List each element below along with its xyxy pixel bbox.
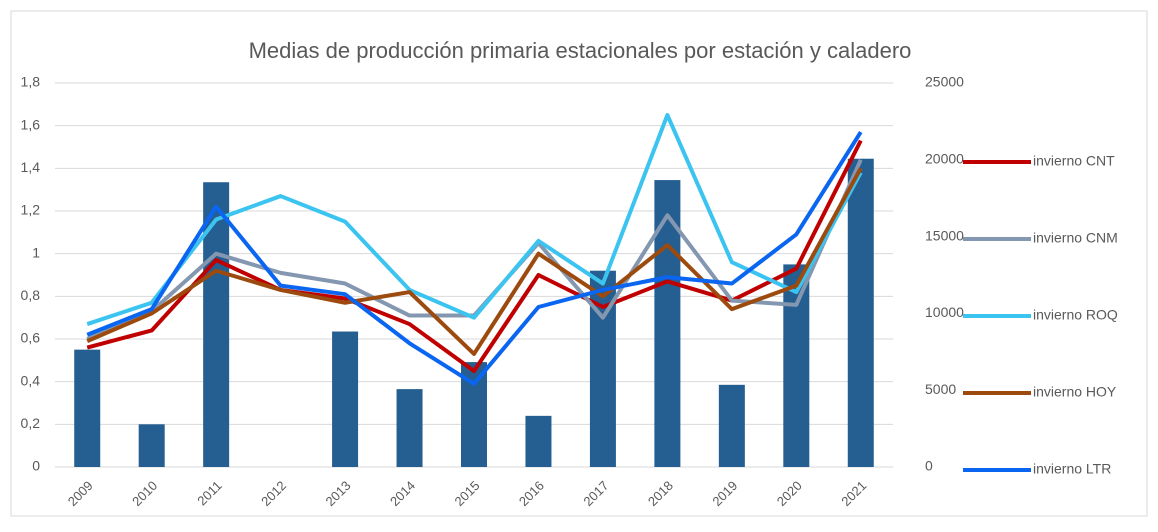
y2-tick-label: 5000 — [925, 381, 956, 397]
y-tick-label: 0,2 — [21, 415, 41, 431]
y-tick-label: 0 — [32, 458, 40, 474]
y-tick-label: 0,8 — [21, 287, 41, 303]
legend-label: invierno CNM — [1033, 230, 1118, 246]
bar — [783, 264, 810, 467]
y-tick-label: 1,4 — [21, 159, 41, 175]
line — [86, 167, 863, 356]
bar — [396, 389, 423, 467]
y2-tick-label: 20000 — [925, 151, 964, 167]
bar — [332, 331, 359, 467]
y-tick-label: 1,2 — [21, 202, 41, 218]
line — [86, 131, 863, 386]
y-tick-label: 0,4 — [21, 372, 41, 388]
y2-tick-label: 15000 — [925, 227, 964, 243]
bar — [654, 180, 681, 467]
line — [86, 113, 863, 326]
bar — [718, 384, 745, 467]
y2-tick-label: 10000 — [925, 304, 964, 320]
y-tick-label: 1,8 — [21, 74, 41, 90]
y2-tick-label: 0 — [925, 458, 933, 474]
chart-frame — [10, 10, 1148, 517]
legend-label: invierno HOY — [1033, 384, 1117, 400]
legend-label: invierno LTR — [1033, 461, 1111, 477]
bar — [525, 415, 552, 467]
y2-tick-label: 25000 — [925, 74, 964, 90]
y-tick-label: 0,6 — [21, 330, 41, 346]
bar — [847, 158, 874, 467]
legend-label: invierno ROQ — [1033, 307, 1118, 323]
bar — [138, 424, 165, 467]
chart-title: Medias de producción primaria estacional… — [249, 38, 912, 63]
y-tick-label: 1 — [32, 244, 40, 260]
y-tick-label: 1,6 — [21, 116, 41, 132]
bar — [74, 349, 101, 467]
legend-label: invierno CNT — [1033, 153, 1115, 169]
